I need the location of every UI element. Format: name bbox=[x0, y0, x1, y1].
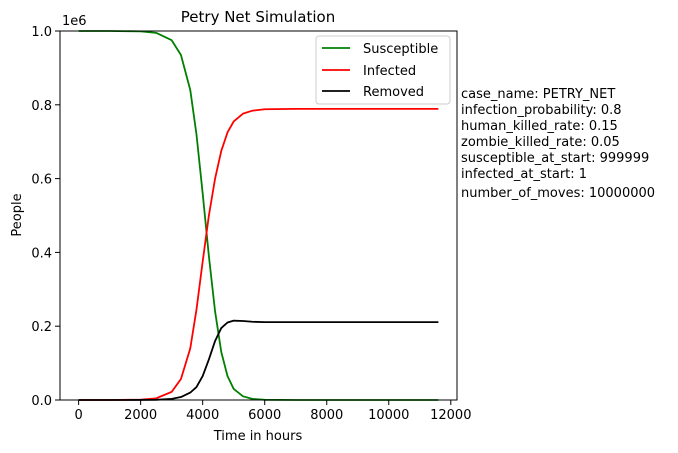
legend-label-infected: Infected bbox=[363, 64, 416, 79]
x-tick-label: 2000 bbox=[124, 408, 157, 423]
x-tick-label: 4000 bbox=[186, 408, 219, 423]
param-line: human_killed_rate: 0.15 bbox=[461, 119, 618, 134]
x-axis-label: Time in hours bbox=[213, 429, 303, 444]
series-line-infected bbox=[78, 107, 439, 401]
x-tick-label: 10000 bbox=[368, 408, 409, 423]
y-tick-label: 0.2 bbox=[31, 320, 52, 335]
y-tick-label: 0.6 bbox=[31, 173, 52, 188]
y-axis-label: People bbox=[10, 193, 25, 236]
param-line: infected_at_start: 1 bbox=[461, 167, 587, 182]
y-ticks: 0.0 0.2 0.4 0.6 0.8 1.0 bbox=[31, 25, 60, 409]
param-line: susceptible_at_start: 999999 bbox=[461, 151, 649, 166]
x-tick-label: 6000 bbox=[248, 408, 281, 423]
param-line: zombie_killed_rate: 0.05 bbox=[461, 135, 620, 150]
x-tick-label: 12000 bbox=[430, 408, 471, 423]
param-line: number_of_moves: 10000000 bbox=[461, 186, 655, 201]
x-tick-label: 8000 bbox=[310, 408, 343, 423]
legend-label-removed: Removed bbox=[363, 85, 424, 100]
y-tick-label: 1.0 bbox=[31, 25, 52, 40]
y-tick-label: 0.0 bbox=[31, 394, 52, 409]
parameters-panel: case_name: PETRY_NET infection_probabili… bbox=[461, 87, 655, 201]
legend: Susceptible Infected Removed bbox=[315, 35, 451, 105]
y-tick-label: 0.8 bbox=[31, 99, 52, 114]
param-line: case_name: PETRY_NET bbox=[461, 87, 615, 102]
y-offset-label: 1e6 bbox=[62, 14, 87, 29]
chart-title: Petry Net Simulation bbox=[181, 8, 335, 26]
x-ticks: 0 2000 4000 6000 8000 10000 12000 bbox=[74, 400, 471, 423]
series-line-removed bbox=[78, 319, 439, 401]
y-tick-label: 0.4 bbox=[31, 246, 52, 261]
plot-area-frame bbox=[59, 30, 458, 401]
param-line: infection_probability: 0.8 bbox=[461, 103, 622, 118]
legend-label-susceptible: Susceptible bbox=[363, 42, 438, 57]
x-tick-label: 0 bbox=[74, 408, 82, 423]
legend-box bbox=[315, 35, 451, 105]
